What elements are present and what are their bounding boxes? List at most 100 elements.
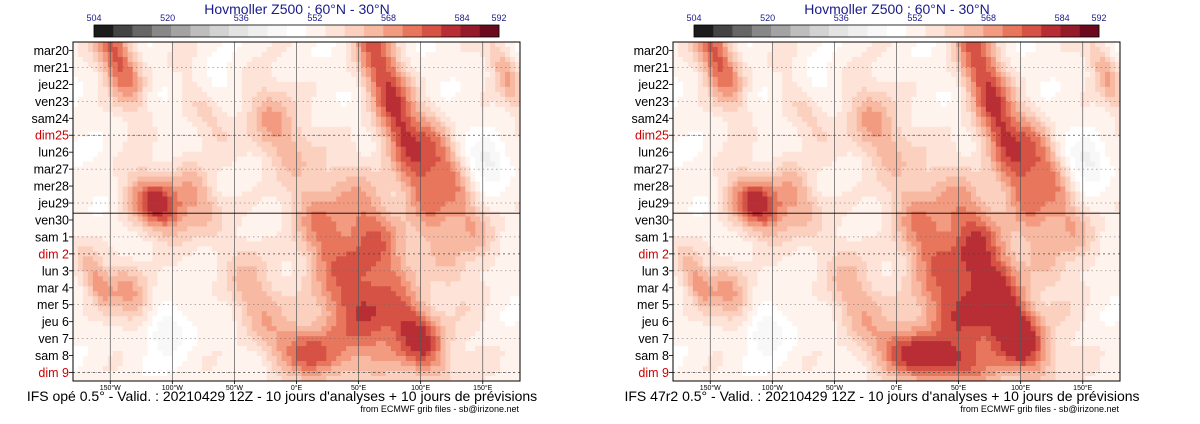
field-cell (415, 81, 422, 88)
field-cell (246, 206, 253, 212)
field-cell (420, 301, 427, 307)
field-cell (281, 261, 287, 267)
field-cell (490, 71, 496, 78)
field-cell (430, 91, 436, 98)
field-cell (460, 136, 466, 143)
field-cell (241, 126, 248, 133)
field-cell (177, 231, 183, 237)
field-cell (82, 261, 89, 267)
field-cell (261, 136, 268, 143)
field-cell (222, 211, 228, 217)
field-cell (187, 161, 193, 168)
field-cell (197, 141, 203, 148)
field-cell (321, 181, 327, 187)
field-cell (375, 156, 382, 163)
field-cell (395, 81, 402, 88)
field-cell (296, 306, 302, 312)
field-cell (97, 76, 104, 83)
field-cell (321, 171, 327, 178)
field-cell (97, 191, 104, 197)
field-cell (341, 301, 347, 307)
field-cell (445, 141, 451, 148)
field-cell (261, 186, 268, 192)
field-cell (470, 86, 476, 93)
field-cell (217, 101, 223, 108)
field-cell (73, 161, 79, 168)
field-cell (500, 286, 506, 292)
field-cell (326, 151, 332, 158)
field-cell (435, 161, 441, 168)
field-cell (490, 251, 496, 257)
field-cell (261, 176, 268, 182)
field-cell (207, 111, 213, 118)
field-cell (281, 141, 287, 148)
field-cell (450, 166, 456, 173)
field-cell (425, 291, 431, 297)
field-cell (82, 136, 89, 143)
field-cell (222, 136, 228, 143)
field-cell (172, 166, 178, 173)
field-cell (187, 231, 193, 237)
field-cell (127, 91, 133, 98)
field-cell (361, 176, 367, 182)
field-cell (490, 111, 496, 118)
field-cell (87, 221, 94, 227)
field-cell (500, 301, 506, 307)
field-cell (132, 196, 138, 202)
field-cell (306, 276, 312, 282)
field-cell (187, 261, 193, 267)
field-cell (197, 216, 203, 222)
field-cell (152, 221, 158, 227)
field-cell (455, 66, 461, 73)
field-cell (87, 136, 94, 143)
field-cell (251, 266, 258, 272)
field-cell (122, 121, 129, 128)
field-cell (296, 281, 302, 287)
colorbar-swatch (209, 25, 230, 37)
field-cell (122, 196, 129, 202)
field-cell (217, 206, 223, 212)
field-cell (346, 246, 352, 252)
field-cell (192, 96, 198, 103)
field-cell (142, 71, 148, 78)
field-cell (271, 221, 278, 227)
field-cell (281, 156, 287, 163)
field-cell (375, 171, 382, 178)
field-cell (375, 281, 382, 287)
field-cell (470, 66, 476, 73)
field-cell (390, 211, 397, 217)
field-cell (82, 91, 89, 98)
field-cell (425, 141, 431, 148)
field-cell (490, 81, 496, 88)
field-cell (336, 191, 342, 197)
field-cell (366, 66, 372, 73)
field-cell (296, 116, 302, 123)
field-cell (430, 176, 436, 182)
field-cell (326, 51, 332, 58)
field-cell (182, 46, 188, 53)
field-cell (87, 91, 94, 98)
field-cell (276, 191, 282, 197)
field-cell (152, 246, 158, 252)
field-cell (361, 156, 367, 163)
field-cell (102, 146, 109, 153)
field-cell (177, 201, 183, 207)
field-cell (430, 261, 436, 267)
field-cell (445, 146, 451, 153)
field-cell (425, 216, 431, 222)
field-cell (510, 261, 516, 267)
field-cell (77, 256, 84, 262)
field-cell (485, 146, 491, 153)
field-cell (306, 106, 312, 113)
field-cell (236, 211, 243, 217)
field-cell (187, 121, 193, 128)
field-cell (306, 191, 312, 197)
field-cell (207, 196, 213, 202)
field-cell (341, 271, 347, 277)
field-cell (510, 101, 516, 108)
field-cell (182, 91, 188, 98)
field-cell (266, 311, 273, 317)
field-cell (192, 121, 198, 128)
field-cell (177, 66, 183, 73)
field-cell (470, 46, 476, 53)
